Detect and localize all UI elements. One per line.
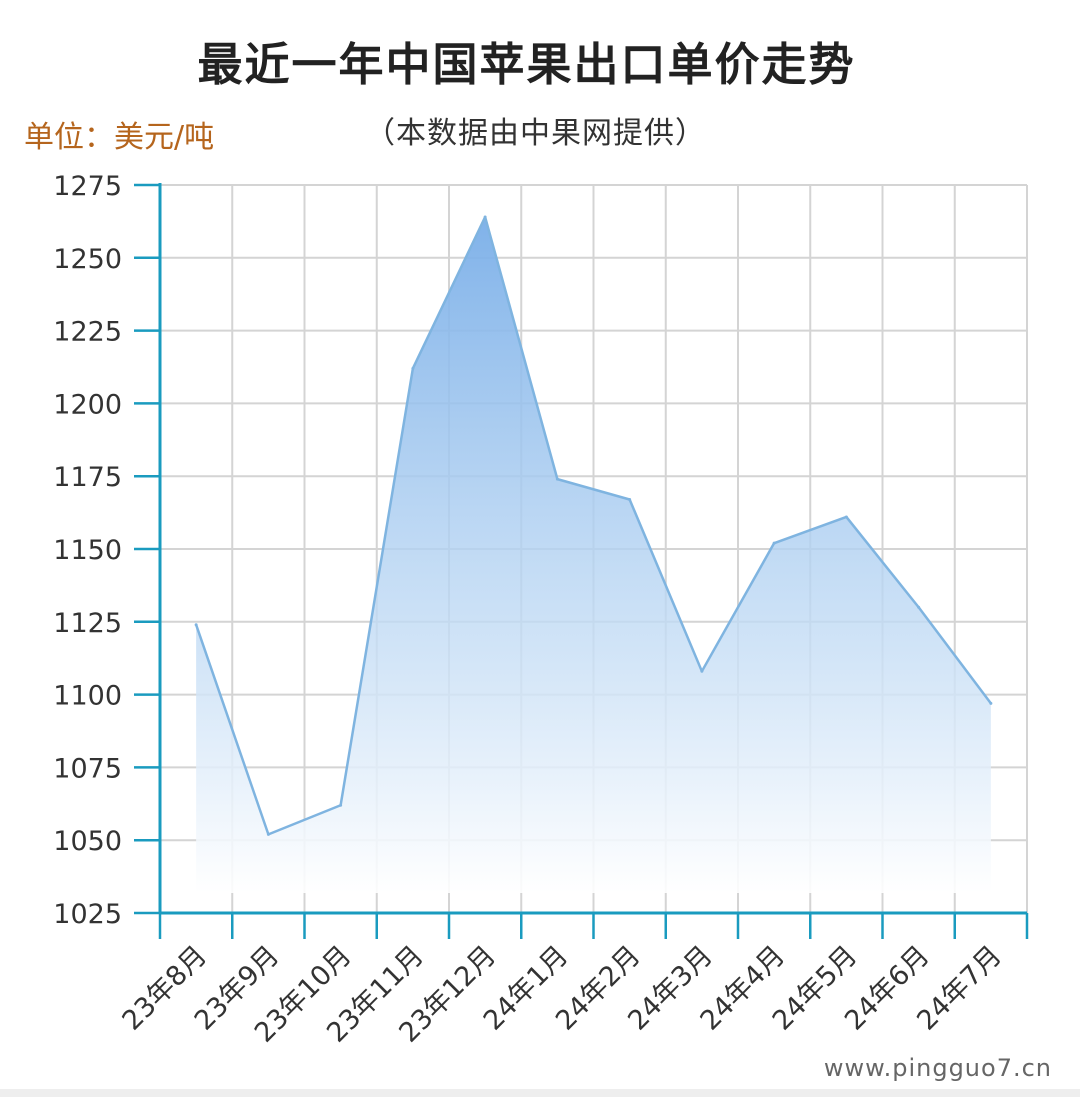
data-point bbox=[411, 366, 415, 370]
x-axis-tick-labels: 23年8月23年9月23年10月23年11月23年12月24年1月24年2月24… bbox=[117, 940, 1008, 1049]
y-tick-label: 1225 bbox=[53, 317, 122, 348]
watermark: www.pingguo7.cn bbox=[823, 1054, 1052, 1082]
axes bbox=[134, 183, 1029, 939]
unit-label: 单位：美元/吨 bbox=[24, 120, 215, 155]
data-point bbox=[555, 477, 559, 481]
y-axis-tick-labels: 1025 1050 1075 1100 1125 1150 1175 1200 1225 1250… bbox=[53, 171, 122, 930]
data-point bbox=[266, 832, 270, 836]
area-series bbox=[194, 215, 993, 894]
y-tick-label: 1025 bbox=[53, 899, 122, 930]
y-tick-label: 1050 bbox=[53, 826, 122, 857]
chart-title: 最近一年中国苹果出口单价走势 bbox=[197, 38, 856, 91]
y-tick-label: 1150 bbox=[53, 535, 122, 566]
data-point bbox=[989, 701, 993, 705]
data-point bbox=[917, 605, 921, 609]
area-fill bbox=[196, 217, 991, 894]
y-tick-label: 1175 bbox=[53, 462, 122, 493]
y-tick-label: 1075 bbox=[53, 753, 122, 784]
y-tick-label: 1275 bbox=[53, 171, 122, 202]
data-point bbox=[700, 669, 704, 673]
data-point bbox=[339, 803, 343, 807]
data-point bbox=[194, 623, 198, 627]
y-tick-label: 1100 bbox=[53, 681, 122, 712]
data-point bbox=[772, 541, 776, 545]
data-point bbox=[483, 215, 487, 219]
y-tick-label: 1200 bbox=[53, 389, 122, 420]
series-line bbox=[194, 215, 992, 836]
y-tick-label: 1250 bbox=[53, 244, 122, 275]
chart-subtitle: （本数据由中果网提供） bbox=[365, 116, 706, 151]
data-point bbox=[844, 515, 848, 519]
y-tick-label: 1125 bbox=[53, 608, 122, 639]
data-point bbox=[628, 497, 632, 501]
bottom-bar bbox=[0, 1089, 1080, 1097]
